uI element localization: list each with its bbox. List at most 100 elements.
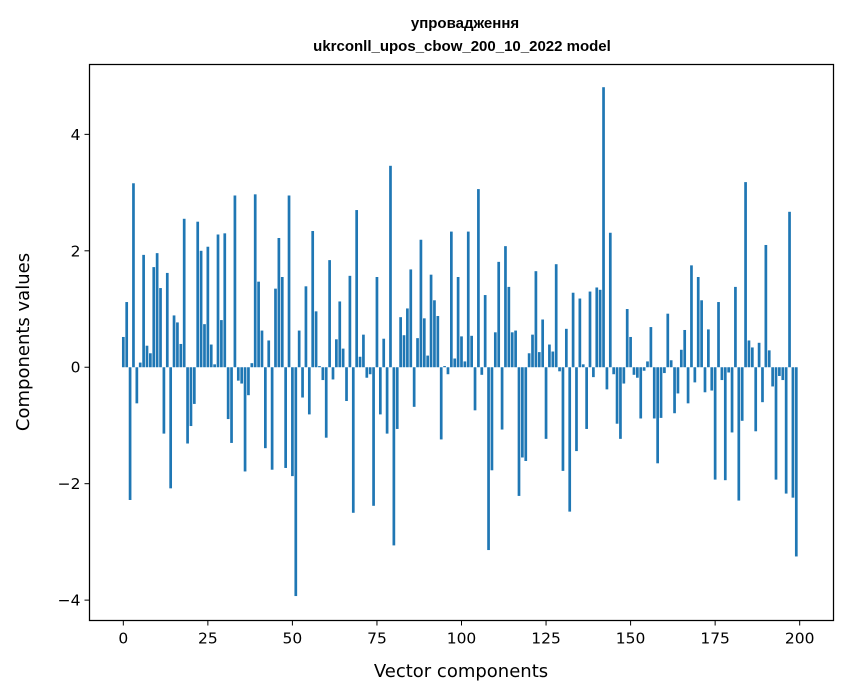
bar-89 [422, 318, 426, 368]
bar-154 [642, 367, 646, 371]
bar-45 [274, 288, 277, 368]
bar-153 [639, 367, 643, 419]
bar-54 [304, 286, 308, 368]
bar-27 [213, 364, 216, 368]
bar-11 [159, 288, 162, 368]
bar-5 [138, 362, 142, 368]
y-tick-label: 4 [71, 126, 81, 144]
bar-123 [537, 352, 541, 368]
bar-169 [693, 367, 697, 383]
bar-92 [433, 300, 436, 368]
bar-116 [514, 330, 517, 368]
bar-53 [301, 367, 304, 398]
bar-26 [209, 344, 213, 368]
bar-99 [456, 277, 460, 368]
y-tick-label: −4 [58, 592, 81, 610]
bar-49 [287, 195, 291, 368]
bar-85 [409, 269, 413, 368]
bar-179 [727, 367, 731, 373]
bar-101 [463, 361, 467, 368]
bar-25 [206, 246, 210, 368]
bar-10 [155, 253, 159, 368]
bar-4 [135, 367, 139, 404]
chart-title-line1: упровадження [411, 15, 519, 32]
x-tick-label: 50 [283, 630, 303, 648]
x-axis-label: Vector components [374, 661, 548, 682]
bar-32 [230, 367, 233, 443]
bar-190 [764, 244, 768, 368]
bar-124 [541, 319, 545, 368]
bar-12 [162, 367, 166, 434]
bar-189 [761, 367, 764, 403]
bar-170 [696, 277, 700, 368]
bar-98 [453, 358, 457, 368]
bar-91 [429, 274, 433, 368]
bar-188 [757, 342, 761, 368]
bar-39 [253, 194, 257, 368]
bar-60 [324, 367, 328, 438]
bar-68 [351, 367, 355, 513]
bar-146 [615, 367, 619, 424]
bar-24 [203, 324, 206, 368]
y-tick-label: −2 [58, 475, 81, 493]
bar-110 [493, 332, 497, 368]
bar-161 [666, 313, 670, 368]
bar-47 [280, 277, 284, 368]
bar-62 [331, 367, 335, 380]
bar-52 [297, 330, 301, 368]
chart-title-line2: ukrconll_upos_cbow_200_10_2022 model [313, 38, 611, 55]
bar-187 [754, 367, 758, 432]
bar-83 [402, 335, 406, 368]
bar-72 [365, 367, 369, 378]
bar-130 [561, 367, 565, 471]
bar-33 [233, 195, 237, 368]
bar-3 [132, 183, 135, 368]
bar-97 [450, 231, 453, 368]
plot-frame [88, 63, 835, 622]
bar-114 [507, 286, 511, 368]
bar-175 [713, 367, 717, 480]
bar-171 [700, 300, 703, 368]
bar-30 [223, 233, 227, 368]
bar-13 [165, 272, 169, 368]
bar-150 [629, 336, 632, 368]
x-tick-label: 0 [118, 630, 128, 648]
bar-100 [460, 336, 463, 368]
bar-143 [605, 367, 609, 390]
bar-157 [652, 367, 656, 419]
bar-51 [294, 367, 298, 597]
bar-88 [419, 239, 423, 368]
bar-31 [226, 367, 230, 420]
bar-178 [723, 367, 727, 481]
bar-145 [612, 367, 616, 375]
bar-70 [358, 356, 362, 368]
x-tick-label: 100 [447, 630, 477, 648]
bar-173 [707, 329, 710, 368]
bar-95 [443, 366, 446, 368]
bar-80 [392, 367, 396, 546]
bar-108 [487, 367, 490, 551]
bar-48 [284, 367, 287, 468]
bar-59 [321, 367, 325, 381]
bar-131 [564, 328, 568, 368]
y-axis-label: Components values [13, 253, 34, 431]
y-axis-ticks: −4 −2 0 2 4 [58, 126, 90, 610]
bar-197 [788, 211, 791, 368]
bar-18 [182, 218, 186, 368]
bar-67 [348, 275, 352, 368]
x-tick-label: 175 [700, 630, 730, 648]
bar-159 [659, 367, 663, 418]
bars-group [121, 87, 798, 597]
bar-120 [527, 353, 531, 368]
bar-139 [592, 367, 595, 378]
bar-2 [128, 367, 132, 500]
bar-135 [578, 298, 582, 368]
bar-21 [192, 367, 196, 404]
bar-7 [145, 345, 149, 368]
bar-147 [619, 367, 622, 439]
bar-71 [362, 334, 365, 368]
bar-90 [426, 355, 430, 368]
bar-155 [646, 361, 649, 368]
bar-121 [531, 334, 534, 368]
